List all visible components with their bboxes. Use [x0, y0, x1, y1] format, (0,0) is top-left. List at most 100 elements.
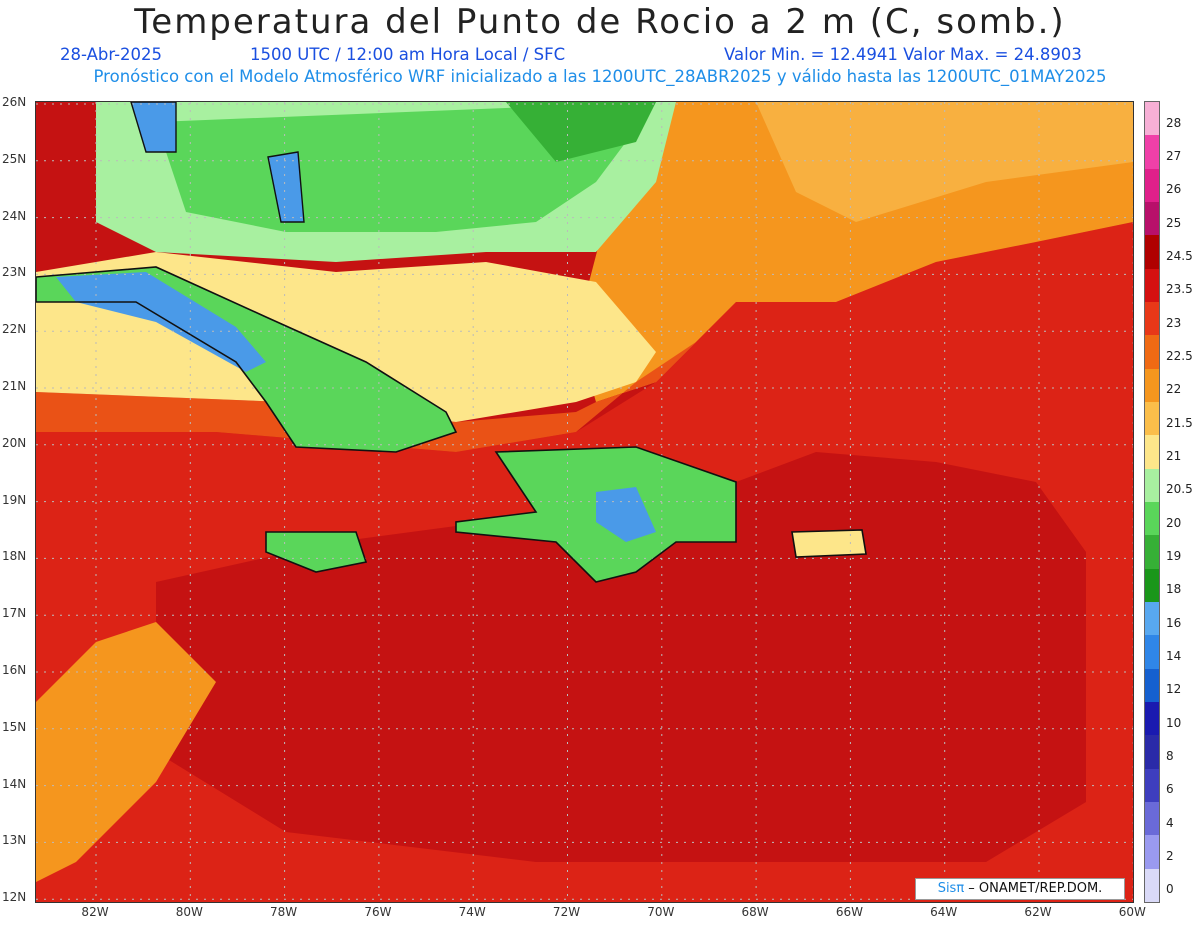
map-title: Temperatura del Punto de Rocio a 2 m (C,…	[134, 2, 1066, 42]
colorbar-cell	[1145, 768, 1159, 803]
colorbar-cell	[1145, 468, 1159, 503]
lat-label: 12N	[2, 890, 27, 905]
lat-label: 23N	[2, 265, 27, 280]
lat-label: 14N	[2, 776, 27, 791]
hispaniola-coastline	[455, 446, 737, 583]
lat-label: 24N	[2, 208, 27, 223]
credit-box: Sisπ – ONAMET/REP.DOM.	[915, 878, 1125, 900]
lon-label: 80W	[175, 905, 203, 919]
colorbar-label: 20.5	[1166, 482, 1193, 497]
field-andros-blue	[268, 152, 304, 222]
colorbar-label: 0	[1166, 882, 1174, 897]
colorbar-label: 23	[1166, 315, 1182, 330]
jamaica-coastline	[265, 531, 368, 573]
lat-label: 15N	[2, 719, 27, 734]
onamet-credit: – ONAMET/REP.DOM.	[964, 881, 1103, 896]
lat-label: 25N	[2, 151, 27, 166]
colorbar-cell	[1145, 735, 1159, 770]
colorbar-label: 22	[1166, 382, 1182, 397]
florida-coastline	[130, 102, 177, 153]
lat-label: 16N	[2, 663, 27, 677]
sispi-logo-text: Sisπ	[937, 881, 965, 896]
colorbar-cell	[1145, 602, 1159, 636]
colorbar-cell	[1145, 635, 1159, 670]
lat-lon-grid	[36, 102, 1133, 902]
colorbar-cell	[1145, 168, 1159, 203]
dewpoint-field	[36, 102, 1133, 902]
lat-label: 18N	[2, 549, 27, 564]
colorbar-cell	[1145, 868, 1159, 903]
colorbar-cell	[1145, 235, 1159, 270]
field-cuba-blue	[56, 272, 266, 372]
lat-label: 19N	[2, 492, 27, 507]
lon-label: 72W	[552, 905, 581, 919]
colorbar-label: 4	[1166, 815, 1174, 830]
valid-date: 28-Abr-2025	[60, 45, 163, 64]
colorbar-cell	[1145, 568, 1159, 603]
colorbar-cell	[1145, 535, 1159, 570]
colorbar-cell	[1145, 435, 1159, 470]
colorbar-cell	[1145, 202, 1159, 236]
colorbar-cell	[1145, 335, 1159, 370]
colorbar-label: 16	[1166, 615, 1182, 630]
colorbar-label: 22.5	[1166, 349, 1193, 363]
lat-label: 26N	[2, 95, 27, 109]
colorbar-label: 28	[1166, 115, 1182, 130]
colorbar-cell	[1145, 502, 1159, 536]
lat-label: 17N	[2, 606, 27, 621]
puerto-rico-coastline	[791, 529, 867, 558]
cuba-coastline	[36, 266, 458, 453]
lat-label: 22N	[2, 322, 27, 337]
andros-coastline	[267, 151, 305, 223]
colorbar-label: 10	[1166, 715, 1182, 730]
valid-time: 1500 UTC / 12:00 am Hora Local / SFC	[250, 45, 566, 64]
colorbar-label: 12	[1166, 682, 1182, 697]
lon-label: 70W	[647, 905, 675, 919]
lon-label: 76W	[364, 905, 392, 919]
colorbar-label: 6	[1166, 782, 1174, 797]
colorbar-label: 19	[1166, 549, 1182, 563]
field-dark-green	[506, 102, 656, 162]
colorbar-cell	[1145, 668, 1159, 703]
colorbar-label: 27	[1166, 149, 1182, 163]
lon-label: 60W	[1118, 905, 1146, 919]
colorbar-label: 18	[1166, 582, 1182, 597]
colorbar-cell	[1145, 135, 1159, 170]
lat-label: 21N	[2, 379, 27, 393]
colorbar-label: 23.5	[1166, 282, 1193, 297]
colorbar-cell	[1145, 268, 1159, 303]
coastlines	[36, 102, 867, 583]
colorbar-label: 21	[1166, 449, 1182, 463]
forecast-info: Pronóstico con el Modelo Atmosférico WRF…	[93, 67, 1107, 86]
lat-label: 13N	[2, 833, 27, 848]
map-canvas	[36, 102, 1133, 902]
colorbar-label: 20	[1166, 515, 1182, 530]
colorbar-cell	[1145, 702, 1159, 736]
lon-label: 82W	[81, 905, 109, 919]
lon-label: 78W	[270, 905, 298, 919]
colorbar-cell	[1145, 402, 1159, 436]
dewpoint-map[interactable]	[35, 101, 1134, 903]
colorbar-cell	[1145, 802, 1159, 836]
lon-label: 68W	[741, 905, 769, 919]
colorbar-label: 21.5	[1166, 415, 1193, 430]
colorbar-label: 8	[1166, 749, 1174, 763]
colorbar-label: 26	[1166, 182, 1182, 197]
colorbar-cell	[1145, 302, 1159, 336]
lon-label: 74W	[458, 905, 486, 919]
colorbar	[1144, 101, 1160, 903]
colorbar-cell	[1145, 102, 1159, 136]
lat-label: 20N	[2, 435, 27, 450]
lon-label: 64W	[930, 905, 958, 919]
lon-label: 66W	[835, 905, 863, 919]
colorbar-label: 2	[1166, 849, 1174, 863]
field-west-orange	[36, 622, 216, 882]
colorbar-cell	[1145, 368, 1159, 403]
min-max-values: Valor Min. = 12.4941 Valor Max. = 24.890…	[724, 45, 1082, 64]
field-hispaniola-blue	[596, 487, 656, 542]
field-orange-red	[36, 302, 736, 452]
colorbar-label: 14	[1166, 649, 1182, 663]
colorbar-label: 25	[1166, 215, 1182, 230]
colorbar-label: 24.5	[1166, 249, 1193, 263]
colorbar-cell	[1145, 835, 1159, 870]
